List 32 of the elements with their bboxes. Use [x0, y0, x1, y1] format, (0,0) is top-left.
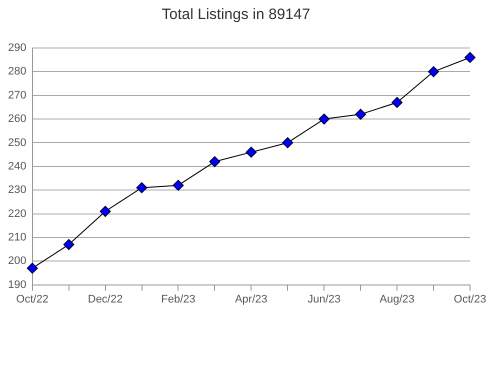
y-tick-label: 260 [8, 113, 26, 126]
y-tick-label: 290 [8, 42, 26, 54]
x-tick-label: Feb/23 [161, 293, 196, 306]
y-tick-label: 220 [8, 208, 26, 220]
x-tick-label: Jun/23 [308, 293, 341, 306]
point [209, 156, 220, 168]
y-tick-label: 270 [8, 89, 26, 102]
x-tick-label: Apr/23 [234, 293, 268, 306]
x-tick-label: Oct/22 [16, 293, 49, 306]
point [355, 108, 366, 120]
point [26, 262, 38, 274]
point [172, 180, 184, 191]
y-tick-label: 250 [8, 136, 26, 149]
y-tick-label: 240 [8, 160, 26, 172]
point [464, 52, 476, 63]
point [282, 137, 294, 148]
y-tick-label: 230 [8, 184, 26, 196]
x-tick-label: Dec/22 [88, 293, 123, 306]
y-tick-label: 190 [8, 278, 26, 291]
chart-title: Total Listings in 89147 [162, 6, 310, 24]
point [318, 114, 330, 125]
y-tick-label: 280 [8, 66, 26, 78]
x-tick-label: Aug/23 [380, 293, 414, 306]
point [100, 206, 111, 217]
point [392, 96, 403, 108]
point [136, 182, 148, 194]
y-tick-label: 210 [8, 231, 26, 244]
point [63, 239, 74, 250]
point [246, 146, 257, 158]
y-tick-label: 200 [8, 255, 26, 268]
x-tick-label: Oct/23 [454, 293, 486, 306]
point [428, 66, 440, 78]
